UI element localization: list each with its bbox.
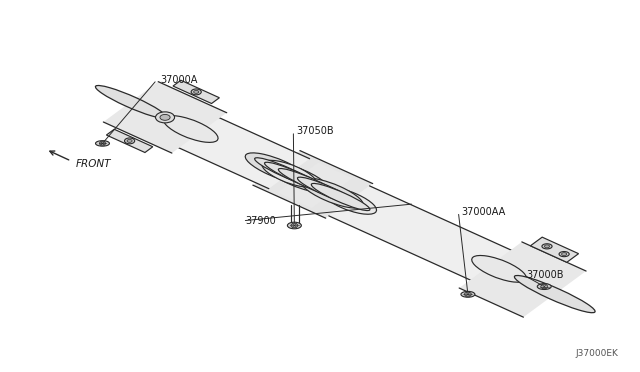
- Ellipse shape: [461, 291, 475, 297]
- Ellipse shape: [262, 160, 317, 187]
- Text: FRONT: FRONT: [76, 159, 111, 169]
- Ellipse shape: [515, 276, 595, 313]
- Text: 37000AA: 37000AA: [461, 207, 506, 217]
- Polygon shape: [170, 114, 310, 189]
- Ellipse shape: [191, 89, 201, 95]
- Ellipse shape: [322, 187, 376, 214]
- Text: 37900: 37900: [246, 216, 276, 226]
- Ellipse shape: [264, 162, 331, 193]
- Ellipse shape: [95, 141, 109, 146]
- Ellipse shape: [301, 178, 364, 208]
- Ellipse shape: [245, 153, 308, 183]
- Ellipse shape: [194, 90, 199, 93]
- Polygon shape: [173, 80, 220, 103]
- Ellipse shape: [255, 158, 316, 186]
- Ellipse shape: [545, 245, 550, 248]
- Ellipse shape: [156, 112, 175, 123]
- Ellipse shape: [278, 169, 343, 198]
- Ellipse shape: [127, 140, 132, 142]
- Ellipse shape: [298, 177, 358, 205]
- Ellipse shape: [163, 116, 218, 142]
- Ellipse shape: [99, 142, 106, 145]
- Ellipse shape: [465, 292, 472, 296]
- Ellipse shape: [541, 285, 548, 289]
- Polygon shape: [277, 163, 353, 208]
- Polygon shape: [329, 186, 520, 284]
- Ellipse shape: [267, 163, 329, 193]
- Text: 37050B: 37050B: [296, 126, 334, 136]
- Ellipse shape: [95, 86, 166, 118]
- Text: J37000EK: J37000EK: [575, 349, 618, 358]
- Polygon shape: [459, 242, 586, 317]
- Ellipse shape: [542, 244, 552, 249]
- Ellipse shape: [559, 251, 569, 257]
- Polygon shape: [531, 237, 579, 262]
- Ellipse shape: [125, 138, 134, 144]
- Ellipse shape: [291, 224, 298, 228]
- Polygon shape: [103, 81, 227, 153]
- Ellipse shape: [472, 256, 527, 282]
- Ellipse shape: [311, 183, 370, 211]
- Text: 37000B: 37000B: [526, 270, 564, 280]
- Ellipse shape: [537, 283, 551, 289]
- Ellipse shape: [287, 222, 301, 229]
- Polygon shape: [253, 151, 372, 218]
- Ellipse shape: [561, 253, 566, 256]
- Text: 37000A: 37000A: [160, 75, 198, 85]
- Polygon shape: [106, 129, 153, 153]
- Ellipse shape: [160, 115, 170, 120]
